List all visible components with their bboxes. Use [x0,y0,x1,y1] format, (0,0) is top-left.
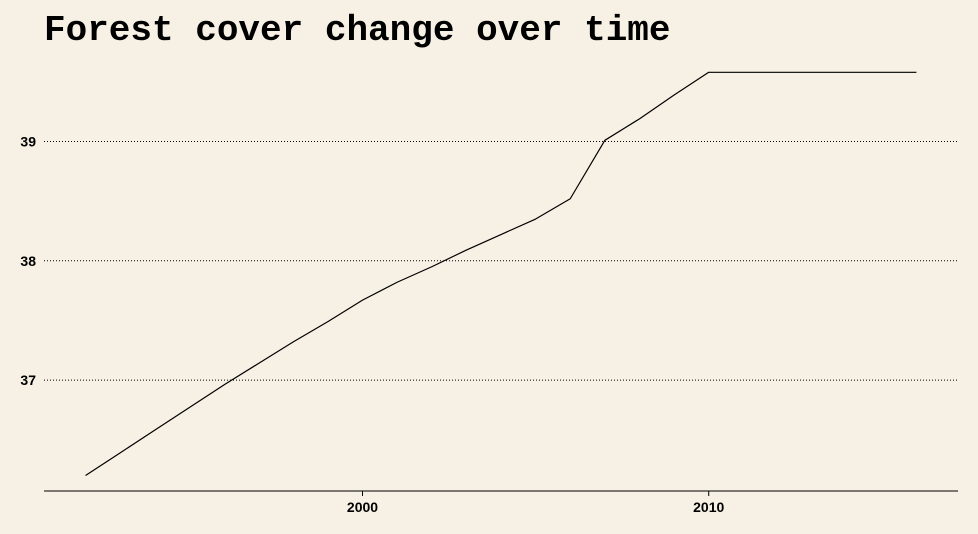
x-tick-labels: 2000 2010 [347,499,725,515]
y-tick-label-37: 37 [20,372,36,388]
series-line-0 [85,71,917,476]
x-tick-label-2010: 2010 [693,499,724,515]
y-gridlines [44,140,958,381]
x-tick-marks [362,491,710,496]
y-tick-labels: 37 38 39 [20,133,36,388]
series-lines [85,71,917,476]
chart-title: Forest cover change over time [44,10,671,51]
y-tick-label-39: 39 [20,133,36,149]
y-tick-label-38: 38 [20,253,36,269]
x-tick-label-2000: 2000 [347,499,378,515]
